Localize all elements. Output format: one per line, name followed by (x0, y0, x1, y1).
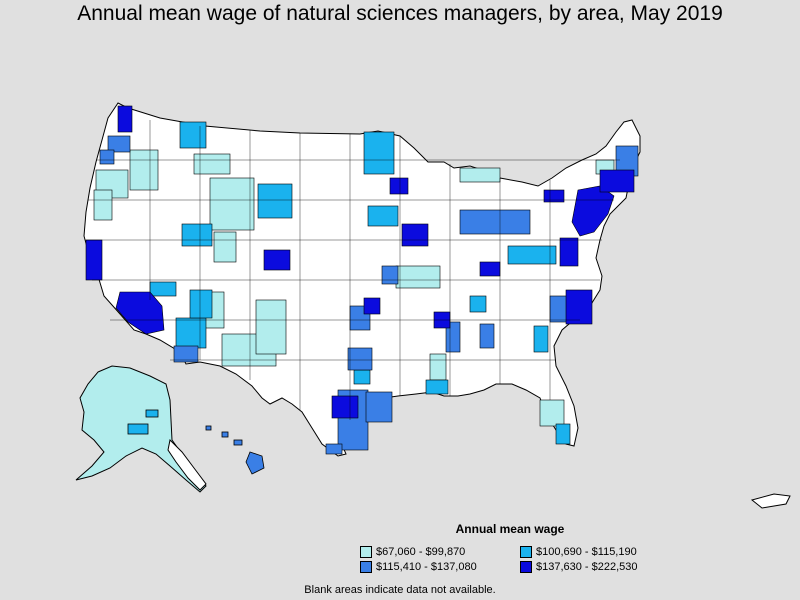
legend-swatch (520, 561, 532, 573)
legend-item-tier2: $100,690 - $115,190 (520, 546, 637, 558)
legend-title: Annual mean wage (455, 522, 565, 536)
legend-item-tier3: $115,410 - $137,080 (360, 561, 477, 573)
data-availability-note: Blank areas indicate data not available. (304, 584, 496, 596)
legend-label: $137,630 - $222,530 (536, 561, 638, 573)
legend-label: $100,690 - $115,190 (536, 546, 637, 558)
puerto-rico-outline (750, 493, 791, 509)
legend-label: $67,060 - $99,870 (376, 546, 466, 558)
legend-swatch (360, 561, 372, 573)
legend-label: $115,410 - $137,080 (376, 561, 477, 573)
hawaii-islands (205, 425, 265, 475)
legend-swatch (520, 546, 532, 558)
tier2-regions (149, 121, 571, 445)
alaska-panhandle (167, 438, 207, 491)
alaska-region-dark (127, 423, 149, 435)
tier1-regions (93, 149, 615, 427)
tier4-regions (85, 105, 635, 419)
legend-swatch (360, 546, 372, 558)
map-title: Annual mean wage of natural sciences man… (77, 2, 723, 25)
tier3-regions (99, 135, 639, 455)
legend-item-tier4: $137,630 - $222,530 (520, 561, 638, 573)
area-borders (86, 120, 620, 420)
legend-item-tier1: $67,060 - $99,870 (360, 546, 465, 558)
alaska-region-small (145, 409, 159, 418)
